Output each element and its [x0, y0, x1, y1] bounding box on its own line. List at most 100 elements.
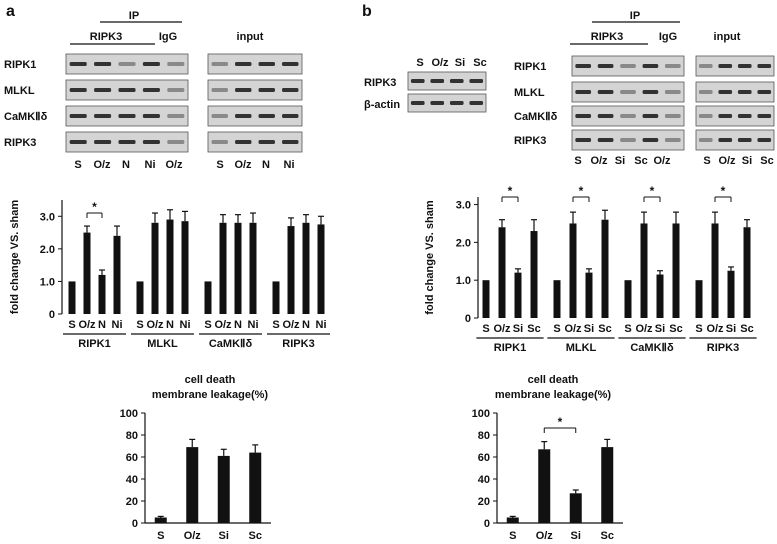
- bar: [302, 222, 310, 314]
- y-axis-label: fold change VS. sham: [9, 200, 21, 315]
- panel-a-ip-blot-band: [167, 140, 185, 144]
- y-tick-label: 40: [478, 474, 490, 486]
- panel-a-ip-blot-band: [167, 62, 185, 66]
- bar: [154, 517, 167, 523]
- panel-b-ip-blot-band: [597, 114, 614, 118]
- category-label: N: [302, 319, 310, 331]
- panel-b-letter: b: [362, 3, 372, 20]
- panel-b-small-blot-band: [430, 101, 445, 105]
- bar: [83, 232, 91, 314]
- bar: [506, 517, 519, 523]
- bar: [498, 227, 506, 318]
- panel-a-ip-header: IP: [129, 10, 139, 22]
- bar: [624, 280, 632, 318]
- bar: [136, 281, 144, 314]
- bar: [219, 222, 227, 314]
- category-label: N: [166, 319, 174, 331]
- group-label: RIPK1: [494, 342, 526, 354]
- panel-b-ip-blot-band: [664, 90, 681, 94]
- panel-b-ip-lane-label: Sc: [634, 155, 647, 167]
- y-tick-label: 40: [126, 474, 138, 486]
- panel-a-input-lane-label: S: [216, 159, 223, 171]
- category-label: O/z: [78, 319, 96, 331]
- panel-b-small-blot-band: [469, 79, 484, 83]
- y-axis-label: fold change VS. sham: [424, 200, 436, 315]
- panel-a-letter: a: [6, 3, 15, 20]
- panel-b-small-row-label: RIPK3: [364, 77, 396, 89]
- category-label: O/z: [564, 323, 582, 335]
- category-label: S: [204, 319, 211, 331]
- panel-a-ip-blot-band: [142, 88, 160, 92]
- panel-b-ip-group-igg: IgG: [659, 31, 677, 43]
- panel-a-ip-blot-band: [94, 140, 112, 144]
- y-tick-label: 20: [478, 496, 490, 508]
- panel-b-ip-blot-band: [575, 64, 592, 68]
- sig-star: *: [650, 184, 655, 198]
- y-tick-label: 60: [478, 452, 490, 464]
- panel-b-input-blot: [695, 55, 775, 77]
- panel-b-input-blot-band: [698, 114, 713, 118]
- panel-b-input-blot-band: [737, 64, 752, 68]
- y-tick-label: 3.0: [456, 200, 471, 212]
- category-label: S: [68, 319, 75, 331]
- bar: [204, 281, 212, 314]
- category-label: S: [482, 323, 489, 335]
- panel-b-input-blot-band: [737, 138, 752, 142]
- group-label: CaMKⅡδ: [630, 342, 674, 354]
- category-label: Si: [726, 323, 736, 335]
- y-tick-label: 0: [484, 518, 490, 530]
- panel-b-ip-lane-label: O/z: [590, 155, 608, 167]
- panel-b-ip-blot-band: [664, 114, 681, 118]
- panel-b-ip-blot-band: [597, 64, 614, 68]
- panel-b-ip-blot-band: [620, 64, 636, 68]
- panel-a-input-blot-band: [282, 114, 299, 118]
- panel-a-ip-blot-band: [118, 114, 136, 118]
- panel-a-ip-blot-band: [118, 62, 136, 66]
- panel-a-input-blot-band: [211, 114, 228, 118]
- y-tick-label: 0: [465, 313, 471, 325]
- panel-a-input-blot-band: [258, 88, 275, 92]
- panel-b-input-lane-label: Si: [742, 155, 752, 167]
- panel-a-ip-lane-label: O/z: [165, 159, 183, 171]
- panel-b-ip-header: IP: [630, 10, 640, 22]
- panel-b-input-blot-band: [737, 90, 752, 94]
- panel-b-ip-blot-band: [664, 138, 681, 142]
- bar: [317, 224, 325, 314]
- panel-a-input-blot-band: [282, 62, 299, 66]
- bar: [186, 447, 199, 523]
- panel-a-ip-group-igg: IgG: [159, 31, 177, 43]
- bar: [151, 222, 159, 314]
- panel-b-input-blot-band: [757, 138, 772, 142]
- panel-b-input-blot-band: [698, 90, 713, 94]
- panel-b-input-blot-band: [757, 64, 772, 68]
- panel-b-row-label: CaMKⅡδ: [514, 111, 558, 123]
- panel-a-input-blot: [207, 79, 303, 101]
- category-label: N: [234, 319, 242, 331]
- panel-b-input-lane-label: O/z: [718, 155, 736, 167]
- bar: [234, 222, 242, 314]
- y-tick-label: 100: [120, 408, 138, 420]
- panel-b-ip-blot-band: [620, 138, 636, 142]
- panel-b-row-label: RIPK1: [514, 61, 546, 73]
- panel-b-small-blot: [407, 93, 487, 113]
- group-label: RIPK1: [78, 338, 110, 350]
- group-label: RIPK3: [707, 342, 739, 354]
- bar: [113, 235, 121, 314]
- panel-a-input-blot-band: [211, 140, 228, 144]
- panel-b-ip-lane-label: S: [574, 155, 581, 167]
- panel-b-ip-blot-band: [575, 138, 592, 142]
- panel-a-input-lane-label: O/z: [234, 159, 252, 171]
- category-label: O/z: [146, 319, 164, 331]
- panel-a-ip-blot-band: [94, 62, 112, 66]
- category-label: Sc: [740, 323, 753, 335]
- panel-b-ip-blot-band: [597, 138, 614, 142]
- bar: [68, 281, 76, 314]
- bar: [530, 231, 538, 318]
- panel-b-input-lane-label: S: [703, 155, 710, 167]
- bar: [711, 223, 719, 318]
- category-label: O/z: [282, 319, 300, 331]
- panel-b-ip-blot-band: [575, 90, 592, 94]
- panel-a-ip-blot-band: [69, 62, 87, 66]
- bar: [249, 222, 257, 314]
- panel-b-input-blot: [695, 105, 775, 127]
